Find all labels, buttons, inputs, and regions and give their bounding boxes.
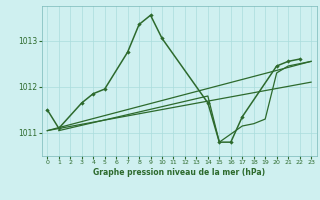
X-axis label: Graphe pression niveau de la mer (hPa): Graphe pression niveau de la mer (hPa) xyxy=(93,168,265,177)
